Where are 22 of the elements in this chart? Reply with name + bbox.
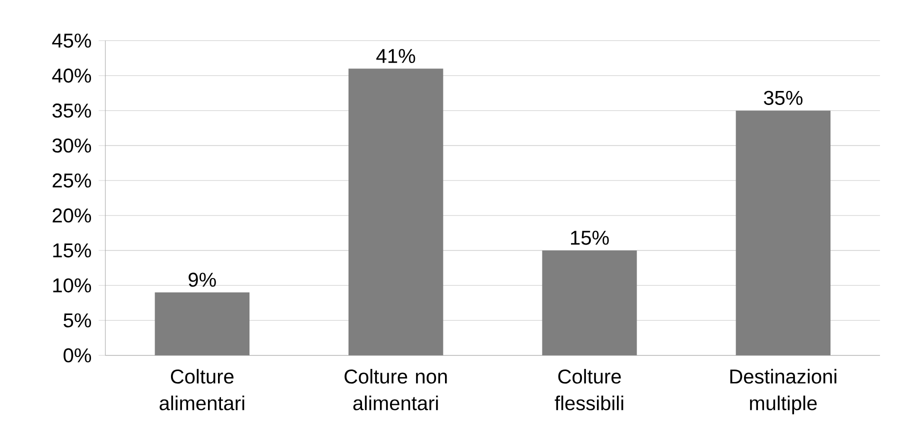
y-tick-label: 20% [52,208,92,223]
bar [348,68,444,356]
y-tick-label: 45% [52,34,92,48]
y-tick-label: 40% [52,68,92,83]
y-tick-label: 15% [53,243,92,258]
x-tick-label: Destinazioni multiple [730,368,836,414]
bar [154,292,250,356]
bar [542,250,637,356]
y-tick-label: 0% [64,348,92,362]
y-tick-label: 35% [52,104,92,118]
x-tick-label: Colture flessibili [554,368,624,410]
data-label: 15% [571,230,609,245]
y-tick-label: 30% [52,138,92,153]
data-label: 9% [188,272,216,287]
bar [736,110,831,356]
y-tick-label: 5% [64,313,92,328]
y-tick-label: 10% [53,278,92,292]
data-label: 35% [764,90,802,105]
y-tick-label: 25% [52,173,92,188]
x-tick-label: Colture alimentari [160,368,244,410]
x-tick-label: Colture non alimentari [344,368,447,410]
data-label: 41% [376,49,416,64]
